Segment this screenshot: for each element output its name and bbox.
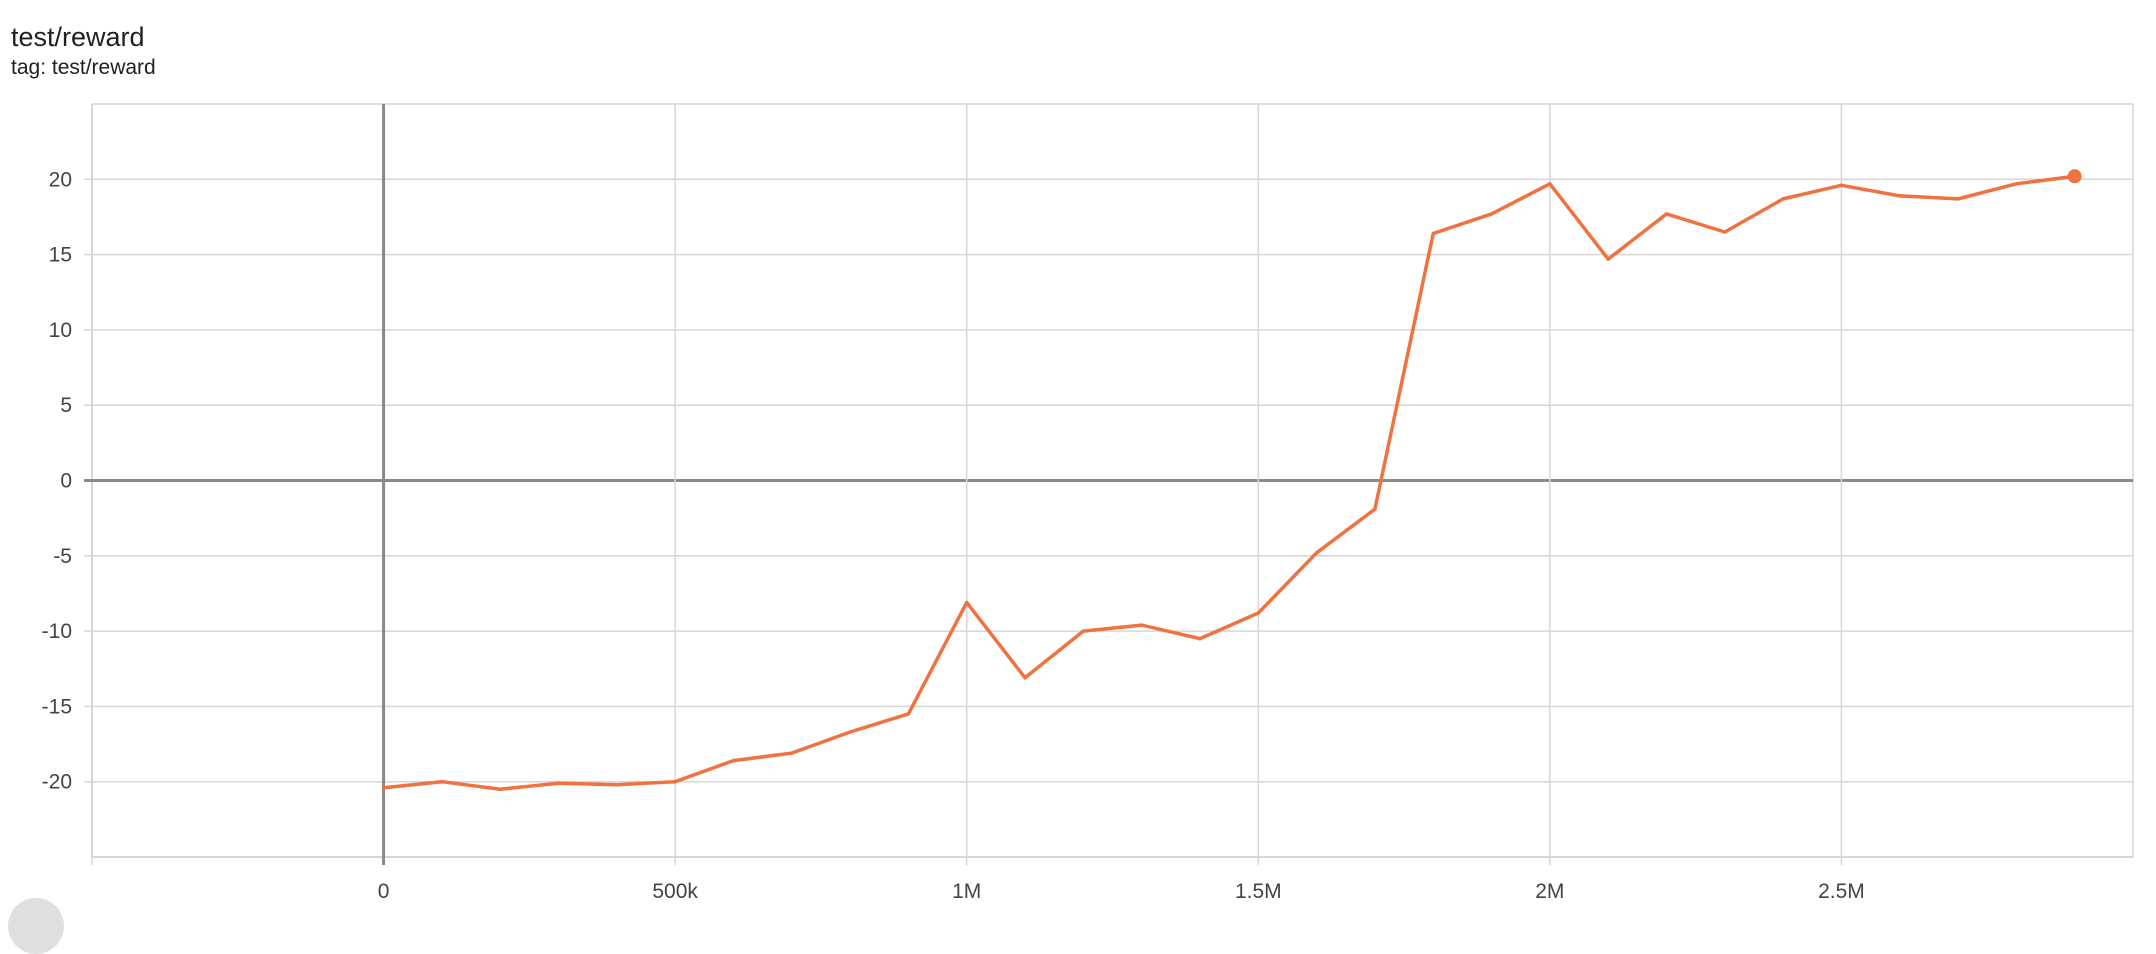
- series-segment: [1139, 623, 1202, 641]
- x-tick-label: 0: [378, 880, 390, 903]
- y-tick-label: -10: [42, 620, 72, 643]
- x-tick-label: 2M: [1535, 880, 1564, 903]
- series-segment: [615, 779, 677, 787]
- series-segment: [556, 781, 619, 787]
- y-tick-label: -20: [42, 771, 72, 794]
- x-tick-label: 1.5M: [1235, 880, 1282, 903]
- series-segment: [790, 730, 852, 755]
- series-segment: [1314, 507, 1377, 555]
- series-segment: [1664, 212, 1727, 234]
- series-segment: [1256, 551, 1319, 615]
- series-segment: [1081, 623, 1144, 633]
- expand-button[interactable]: [8, 898, 64, 954]
- chart-tag: tag: test/reward: [11, 56, 156, 79]
- series-segment: [1839, 183, 1902, 198]
- x-tick-label: 2.5M: [1818, 880, 1865, 903]
- series-segment: [1489, 182, 1552, 216]
- chart-title: test/reward: [11, 22, 145, 52]
- series-segment: [1956, 182, 2019, 201]
- series-segment: [1431, 212, 1494, 236]
- x-tick-label: 1M: [952, 880, 981, 903]
- series-segment: [673, 758, 736, 784]
- y-tick-label: -15: [42, 695, 72, 718]
- series-segment: [848, 712, 911, 734]
- series-segment: [1723, 197, 1785, 234]
- series-segment: [964, 600, 1027, 680]
- series-segment: [1373, 231, 1435, 511]
- series-segment: [731, 751, 794, 763]
- x-tick-label: 500k: [652, 880, 698, 903]
- y-tick-label: 5: [60, 394, 72, 417]
- series-segment: [2014, 174, 2077, 186]
- y-tick-label: 0: [60, 470, 72, 493]
- series-segment: [381, 779, 444, 790]
- series-segment: [1548, 182, 1610, 261]
- y-tick-label: 20: [49, 168, 72, 191]
- series-segment: [1897, 194, 1960, 201]
- series-segment: [498, 781, 561, 791]
- series-segment: [440, 779, 502, 791]
- y-tick-label: 10: [49, 319, 72, 342]
- series-segment: [1606, 212, 1669, 261]
- last-data-point[interactable]: [2067, 169, 2082, 184]
- series-segment: [1781, 183, 1844, 201]
- y-tick-label: -5: [53, 545, 72, 568]
- y-tick-label: 15: [49, 244, 72, 267]
- series-segment: [1198, 611, 1261, 641]
- series-segment: [906, 600, 969, 716]
- line-chart[interactable]: -20 -15 -10 -5 0 5 10 15 20 0 500k 1M 1.5M 2M 2.5M: [0, 0, 2156, 912]
- series-segment: [1023, 629, 1086, 680]
